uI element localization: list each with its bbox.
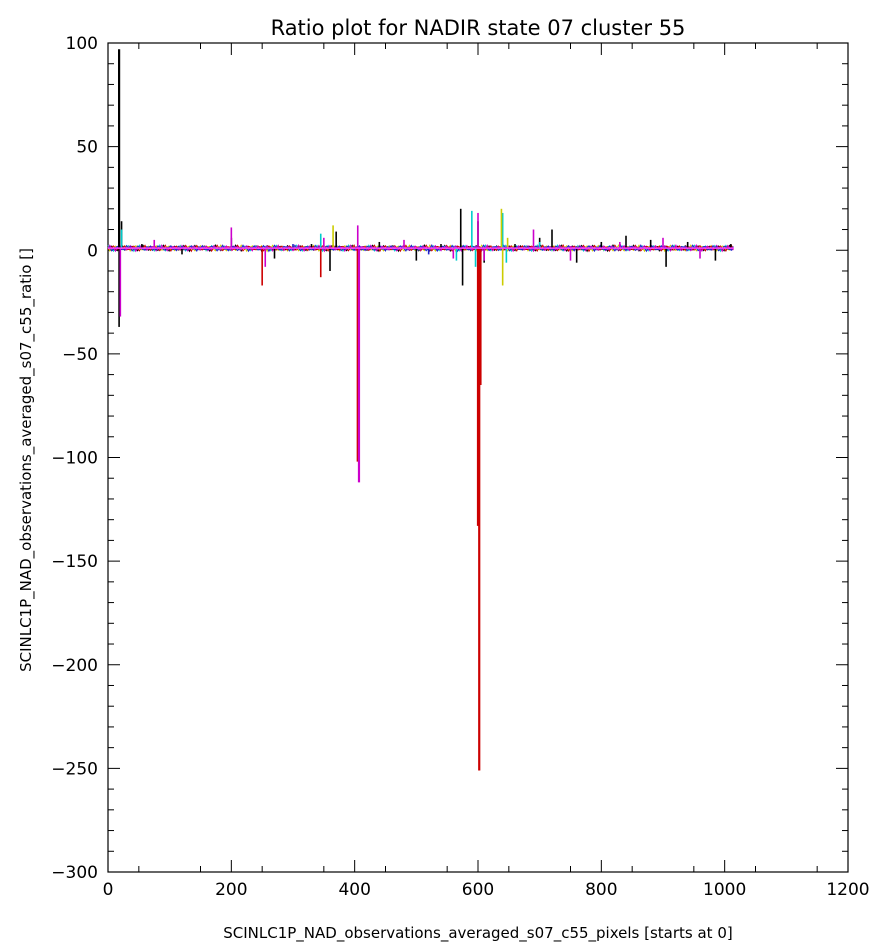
y-axis-label: SCINLC1P_NAD_observations_averaged_s07_c…	[17, 248, 36, 672]
x-tick-label: 1000	[703, 880, 746, 900]
y-tick-label: −100	[51, 449, 98, 469]
y-tick-label: −150	[51, 552, 98, 572]
x-axis-tick-labels: 0 200 400 600 800 1000 1200	[103, 880, 870, 900]
y-tick-label: 50	[76, 138, 98, 158]
chart-title: Ratio plot for NADIR state 07 cluster 55	[271, 16, 686, 40]
y-tick-label: −200	[51, 656, 98, 676]
x-tick-label: 200	[215, 880, 247, 900]
y-axis-ticks	[108, 42, 848, 873]
x-tick-label: 600	[462, 880, 494, 900]
series-baseline-trace	[107, 244, 734, 253]
x-axis-label: SCINLC1P_NAD_observations_averaged_s07_c…	[223, 924, 732, 943]
x-axis-ticks	[107, 43, 849, 872]
x-tick-label: 400	[338, 880, 370, 900]
x-tick-label: 800	[585, 880, 617, 900]
y-tick-label: 100	[66, 34, 98, 54]
y-axis-tick-labels: −300 −250 −200 −150 −100 −50 0 50 100	[51, 34, 98, 883]
x-tick-label: 1200	[826, 880, 869, 900]
x-tick-label: 0	[103, 880, 114, 900]
y-tick-label: −300	[51, 863, 98, 883]
y-tick-label: −250	[51, 759, 98, 779]
data-series	[107, 49, 734, 771]
y-tick-label: 0	[87, 241, 98, 261]
y-tick-label: −50	[62, 345, 98, 365]
